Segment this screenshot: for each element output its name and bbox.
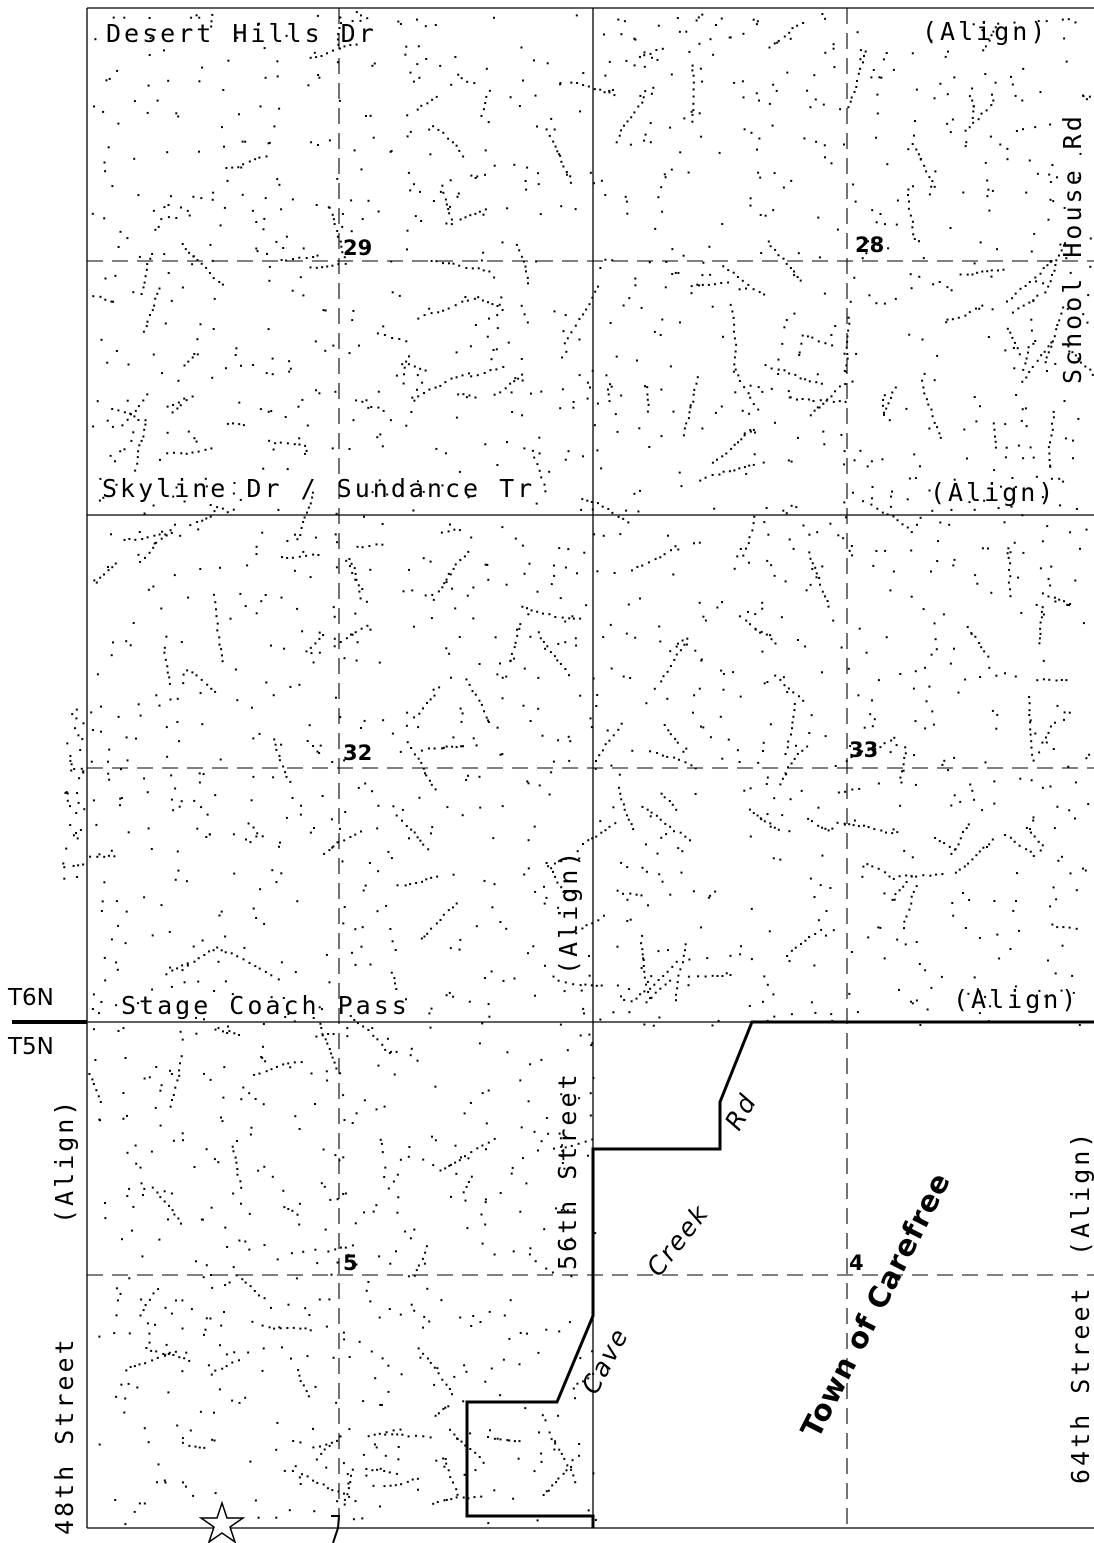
- road-label-stage-coach: Stage Coach Pass: [121, 991, 410, 1020]
- quarter-section-lines: [87, 8, 1094, 1528]
- align-label-56th: (Align): [554, 849, 583, 975]
- align-label-48th: (Align): [50, 1098, 79, 1224]
- road-label-skyline: Skyline Dr / Sundance Tr: [102, 474, 535, 503]
- road-label-creek: Creek: [641, 1198, 715, 1281]
- road-label-48th: 48th Street: [50, 1336, 79, 1535]
- road-label-desert-hills: Desert Hills Dr: [106, 19, 377, 48]
- section-29: 29: [343, 236, 372, 260]
- section-5: 5: [343, 1251, 358, 1275]
- align-label-stage-right: (Align): [953, 985, 1079, 1014]
- road-label-school-house: School House Rd: [1058, 113, 1087, 384]
- section-28: 28: [855, 233, 884, 257]
- section-33: 33: [849, 738, 878, 762]
- town-label: Town of Carefree: [794, 1167, 957, 1444]
- town-boundary: [465, 1020, 1094, 1528]
- road-label-rd: Rd: [719, 1088, 763, 1135]
- township-south: T5N: [7, 1034, 54, 1060]
- section-4: 4: [849, 1251, 864, 1275]
- section-32: 32: [343, 741, 372, 765]
- township-north: T6N: [7, 985, 54, 1011]
- survey-marker: [331, 1515, 341, 1543]
- road-label-64th: 64th Street: [1066, 1285, 1094, 1484]
- star-icon: [198, 1500, 246, 1543]
- terrain-stipple: [62, 11, 1094, 1526]
- align-label-64th: (Align): [1066, 1130, 1094, 1256]
- align-label-skyline-right: (Align): [930, 478, 1056, 507]
- align-label-top-right: (Align): [922, 17, 1048, 46]
- road-label-56th: 56th Street: [553, 1071, 582, 1270]
